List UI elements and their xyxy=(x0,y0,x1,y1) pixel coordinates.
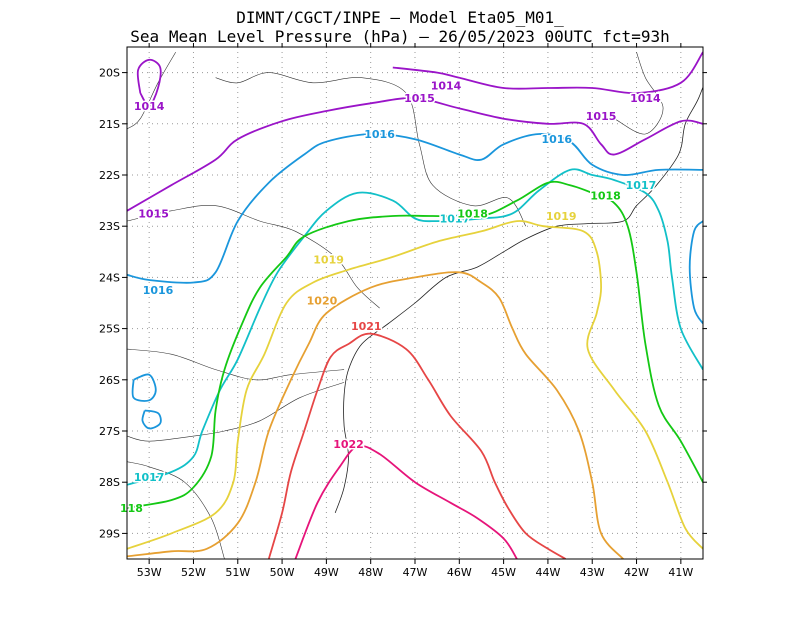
state-border xyxy=(127,205,380,309)
isobar-1016 xyxy=(141,409,162,430)
isobar-1014 xyxy=(392,51,703,95)
x-tick-label: 50W xyxy=(270,566,295,579)
x-tick-label: 45W xyxy=(491,566,516,579)
y-tick-label: 29S xyxy=(99,527,120,540)
y-tick-label: 21S xyxy=(99,118,120,131)
x-tick-label: 52W xyxy=(181,566,206,579)
isobar-label: 1022 xyxy=(333,438,364,451)
state-border xyxy=(127,382,345,442)
map-title-line1: DIMNT/CGCT/INPE – Model Eta05_M01_ xyxy=(236,8,564,27)
x-tick-label: 44W xyxy=(535,566,560,579)
y-tick-label: 27S xyxy=(99,425,120,438)
y-tick-label: 24S xyxy=(99,271,120,284)
isobar-1016 xyxy=(127,133,703,284)
geography-layer xyxy=(127,51,703,559)
y-tick-label: 28S xyxy=(99,476,120,489)
state-border xyxy=(127,51,176,130)
isobar-label: 1014 xyxy=(134,100,165,113)
x-tick-label: 43W xyxy=(580,566,605,579)
state-border xyxy=(614,52,664,135)
isobar-label: 118 xyxy=(120,502,143,515)
isobar-label: 1016 xyxy=(143,284,174,297)
isobar-1022 xyxy=(294,444,518,559)
isobar-1019 xyxy=(127,220,703,550)
isobar-label: 1016 xyxy=(364,128,395,141)
y-tick-label: 25S xyxy=(99,323,120,336)
y-tick-label: 20S xyxy=(99,67,120,80)
isobar-label: 1018 xyxy=(590,189,621,202)
y-tick-label: 26S xyxy=(99,374,120,387)
state-border xyxy=(215,72,527,227)
isobar-label: 1019 xyxy=(546,210,577,223)
isobar-1020 xyxy=(127,271,624,559)
isobar-label: 1015 xyxy=(586,110,617,123)
isobar-label: 1020 xyxy=(307,294,338,307)
coastline xyxy=(334,85,703,514)
map-title-line2: Sea Mean Level Pressure (hPa) – 26/05/20… xyxy=(130,27,670,46)
isobar-label: 1021 xyxy=(351,320,382,333)
x-tick-label: 47W xyxy=(403,566,428,579)
y-tick-label: 23S xyxy=(99,220,120,233)
x-tick-label: 46W xyxy=(447,566,472,579)
x-tick-label: 49W xyxy=(314,566,339,579)
x-tick-label: 48W xyxy=(358,566,383,579)
x-tick-label: 41W xyxy=(668,566,693,579)
isobar-label: 1015 xyxy=(138,207,169,220)
isobar-label: 1015 xyxy=(404,92,435,105)
isobar-layer xyxy=(127,51,703,559)
isobar-label: 1014 xyxy=(630,92,661,105)
isobar-1017 xyxy=(127,168,703,486)
state-border xyxy=(127,348,345,381)
axis-tick-layer: 53W 52W 51W 50W 49W 48W 47W 46W 45W 44W 43W 42W 41W 2… xyxy=(99,43,707,579)
isobar-1018 xyxy=(127,180,703,509)
isobar-1014 xyxy=(136,58,162,107)
isobar-label: 1019 xyxy=(313,253,344,266)
isobar-label: 1017 xyxy=(134,471,165,484)
isobar-1016 xyxy=(688,220,703,325)
x-tick-label: 42W xyxy=(624,566,649,579)
isobar-1021 xyxy=(267,332,567,559)
isobar-label: 1016 xyxy=(541,133,572,146)
state-border xyxy=(127,461,225,559)
isobar-1016 xyxy=(131,373,157,402)
x-tick-label: 51W xyxy=(225,566,250,579)
isobar-label: 1014 xyxy=(431,79,462,92)
x-tick-label: 53W xyxy=(137,566,162,579)
isobar-label: 1017 xyxy=(440,213,471,226)
y-tick-label: 22S xyxy=(99,169,120,182)
isobar-1015 xyxy=(127,97,703,212)
isobar-label: 1017 xyxy=(626,179,657,192)
isobar-label: 1018 xyxy=(457,207,488,220)
